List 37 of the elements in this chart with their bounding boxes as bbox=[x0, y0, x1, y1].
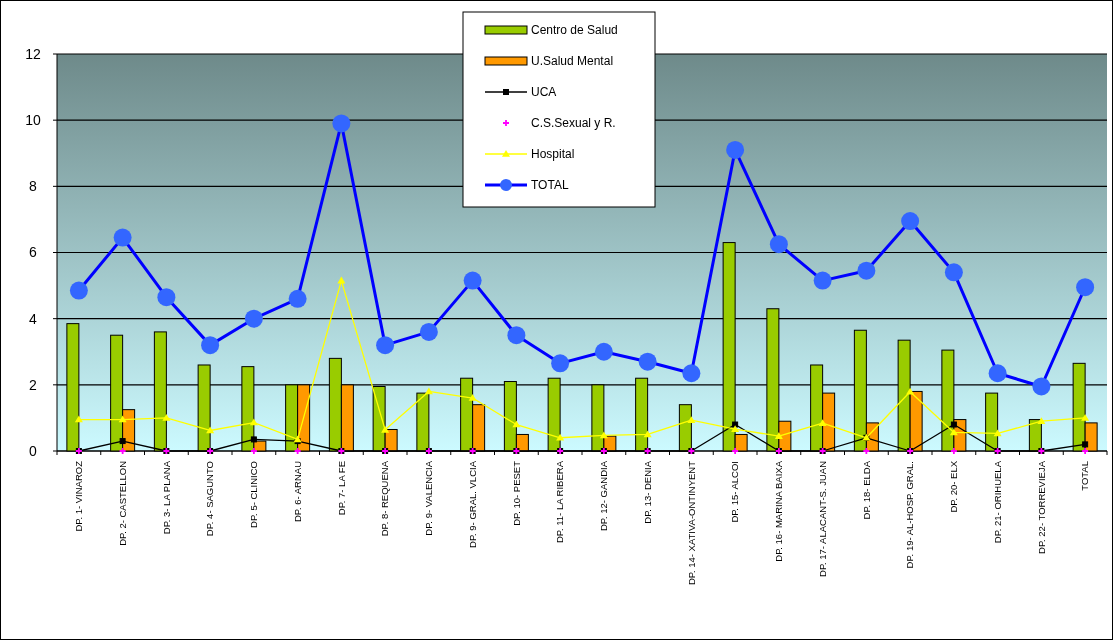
x-tick-label: DP. 15- ALCOI bbox=[729, 461, 741, 523]
x-tick-label: DP. 9- GRAL. VLCIA bbox=[466, 460, 478, 548]
x-tick-label: DP. 18- ELDA bbox=[860, 460, 872, 520]
legend-label: TOTAL bbox=[531, 178, 569, 193]
legend-label: Hospital bbox=[531, 147, 575, 162]
x-tick-label: DP. 20- ELX bbox=[948, 460, 960, 513]
x-tick-label: DP. 9- VALENCIA bbox=[423, 460, 435, 536]
legend-label: C.S.Sexual y R. bbox=[531, 116, 616, 131]
x-tick-label: DP. 5- CLINICO bbox=[248, 461, 260, 528]
y-tick-label: 4 bbox=[29, 310, 38, 327]
y-tick-label: 6 bbox=[29, 244, 38, 261]
x-tick-label: DP. 8- REQUENA bbox=[379, 460, 391, 537]
x-tick-label: DP. 19- AL-HOSP. GRAL. bbox=[904, 461, 916, 569]
x-tick-label: DP. 13- DENIA bbox=[641, 460, 653, 524]
x-tick-label: DP. 16- MARINA BAIXA bbox=[773, 460, 785, 562]
x-tick-label: DP. 6- ARNAU bbox=[291, 460, 303, 523]
x-tick-label: TOTAL bbox=[1079, 461, 1091, 491]
x-tick-label: DP. 7- LA FE bbox=[335, 461, 347, 516]
x-tick-label: DP. 4- SAGUNTO bbox=[204, 461, 216, 537]
x-tick-label: DP. 14- XATIVA-ONTINYENT bbox=[685, 460, 697, 586]
x-tick-label: DP. 12- GANDIA bbox=[598, 460, 610, 532]
x-tick-label: DP. 17- ALACANT-S. JUAN bbox=[816, 460, 828, 577]
x-tick-label: DP. 1- VINAROZ bbox=[73, 460, 85, 532]
legend-label: UCA bbox=[531, 85, 557, 100]
x-tick-label: DP. 10- PESET bbox=[510, 460, 522, 526]
y-tick-label: 8 bbox=[29, 178, 38, 195]
x-tick-label: DP. 2- CASTELLON bbox=[116, 460, 128, 546]
y-tick-label: 2 bbox=[29, 376, 38, 393]
x-tick-label: DP. 3- LA PLANA bbox=[160, 460, 172, 535]
y-tick-label: 0 bbox=[29, 442, 38, 459]
legend-label: U.Salud Mental bbox=[531, 54, 614, 69]
legend-label: Centro de Salud bbox=[531, 23, 618, 38]
y-tick-label: 12 bbox=[25, 45, 41, 62]
x-tick-label: DP. 21- ORIHUELA bbox=[991, 460, 1003, 544]
x-tick-label: DP. 22- TORREVIEJA bbox=[1035, 460, 1047, 554]
x-tick-label: DP. 11- LA RIBERA bbox=[554, 460, 566, 544]
y-tick-label: 10 bbox=[25, 112, 41, 129]
